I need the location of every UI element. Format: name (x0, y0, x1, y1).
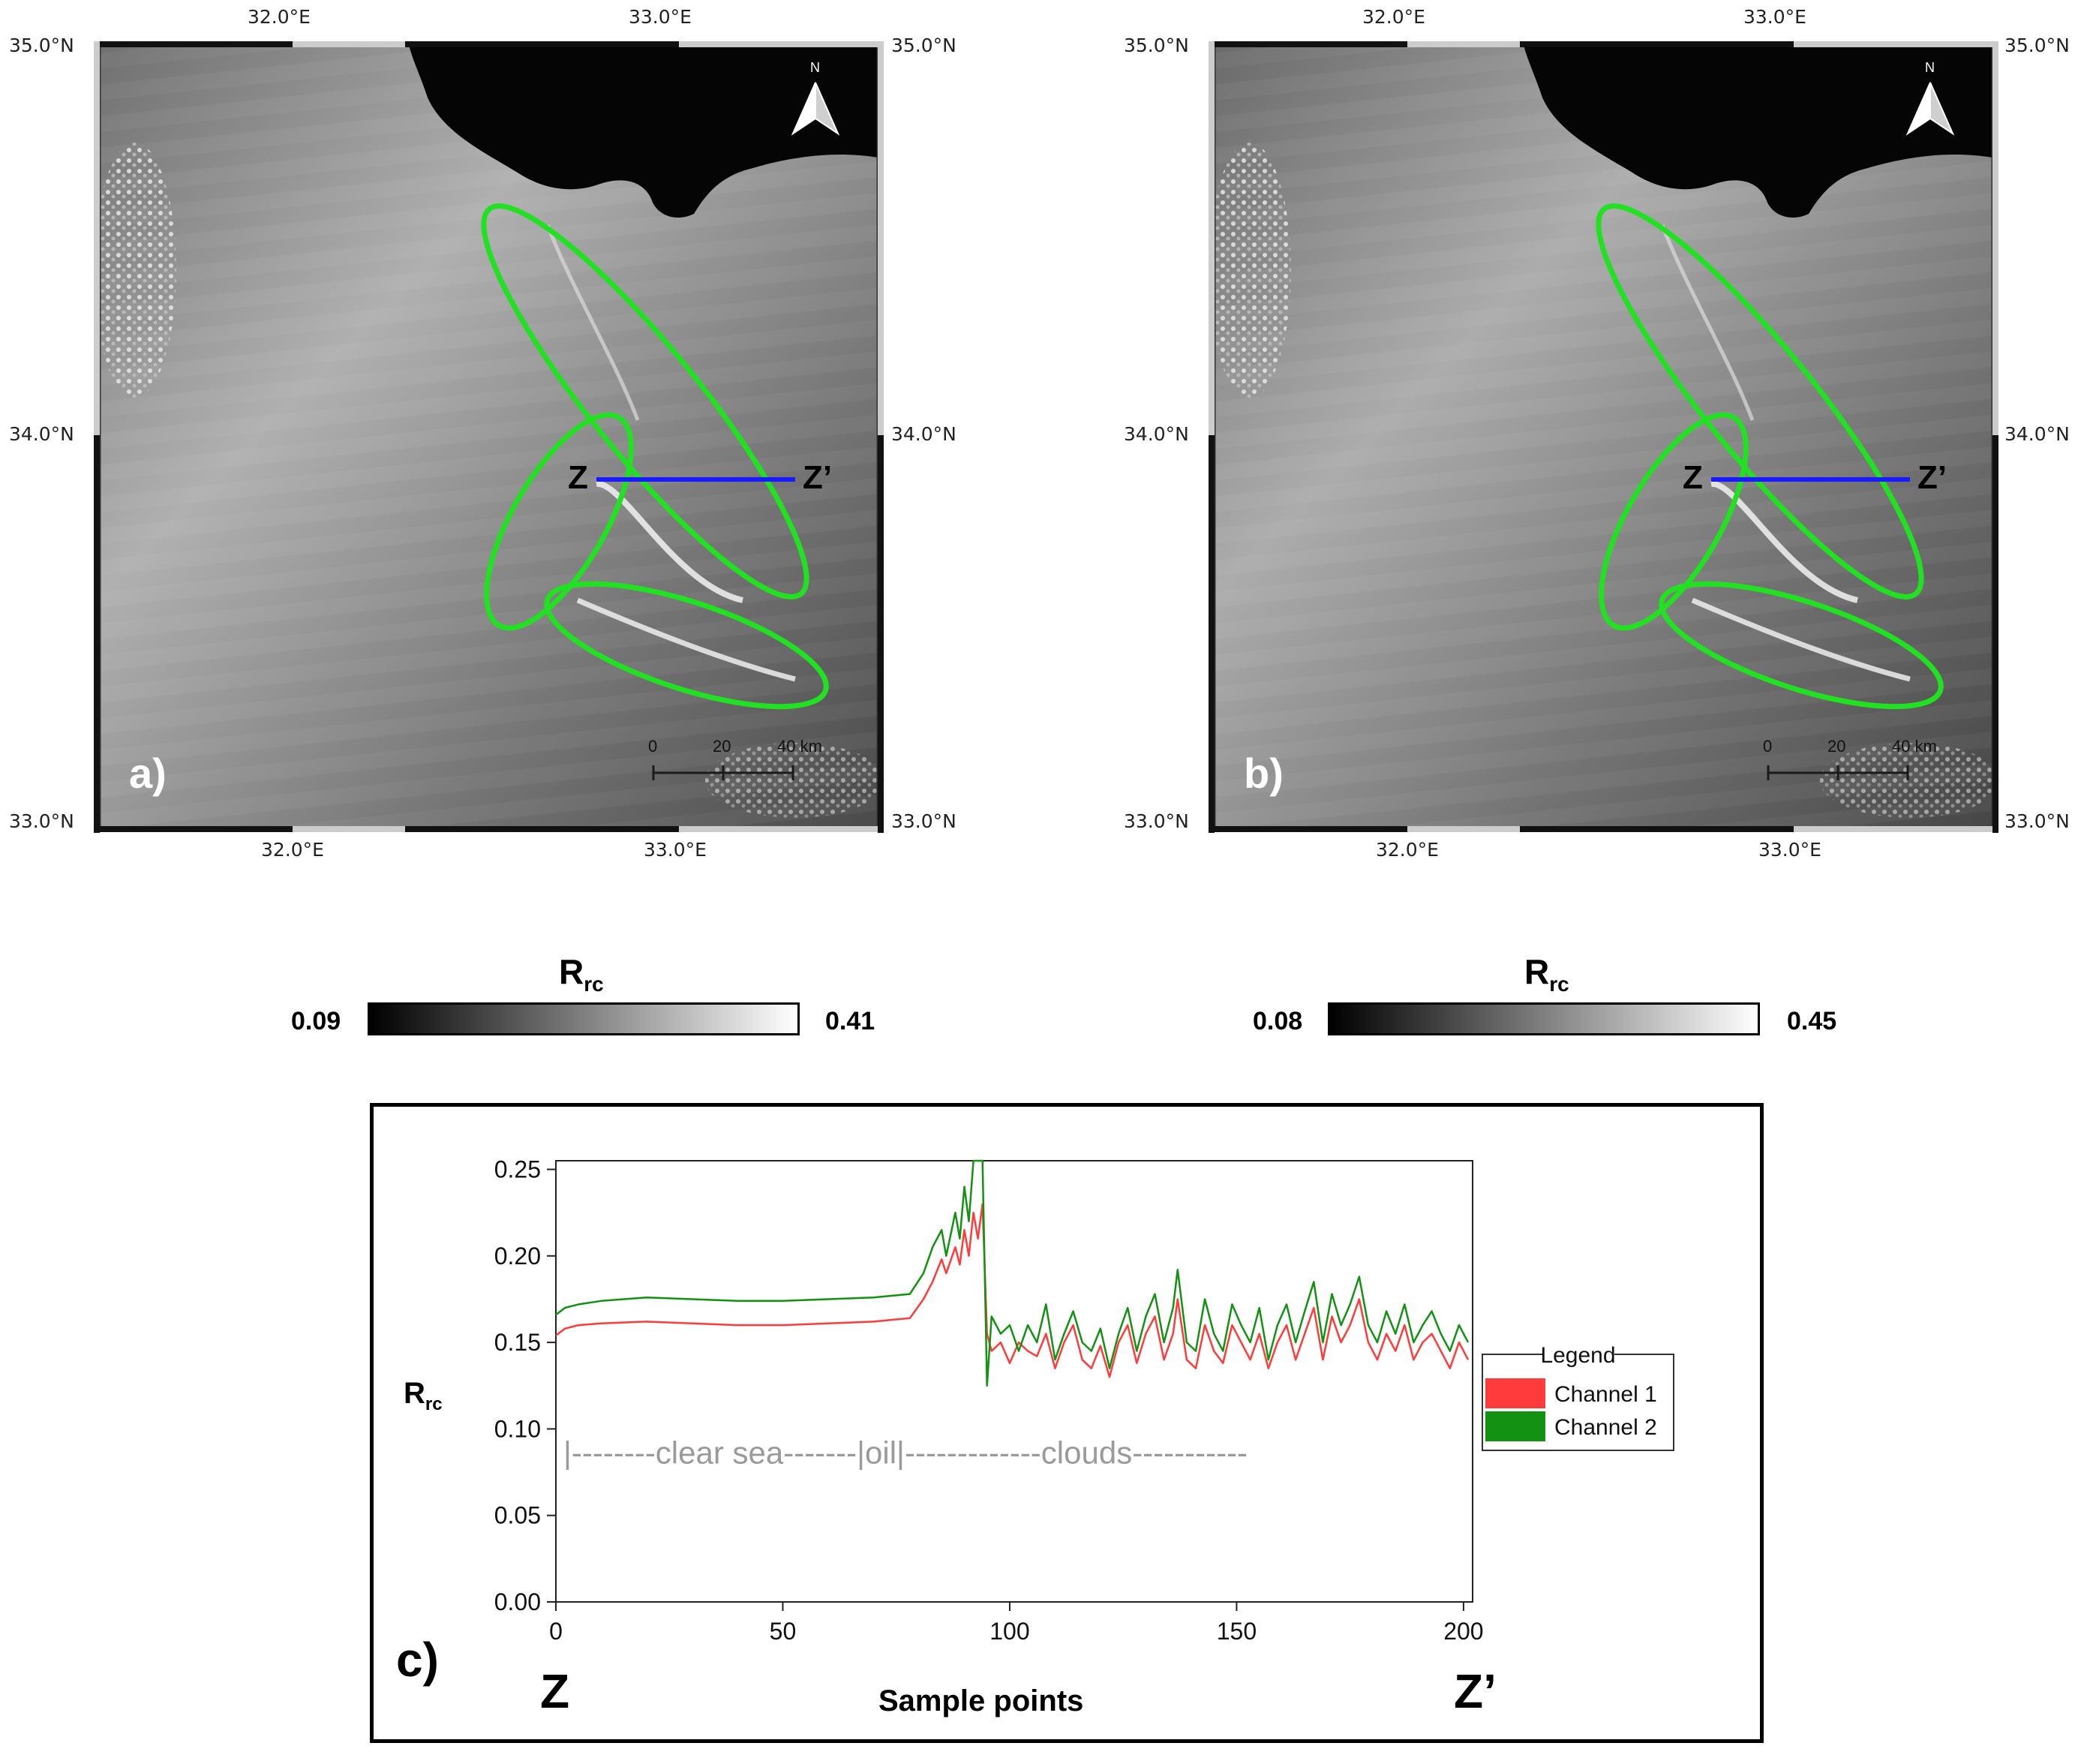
colorbar-title: Rrc (559, 952, 604, 996)
legend-swatch-channel-1 (1485, 1378, 1545, 1408)
lon-label-top-1: 32.0°E (1362, 6, 1425, 28)
scale-tick-20: 20 (713, 737, 731, 756)
x-end-label: Z’ (1454, 1664, 1497, 1718)
colorbar-gradient (368, 1002, 800, 1035)
x-tick-label: 0 (549, 1618, 563, 1645)
lat-label-left-1: 35.0°N (1124, 35, 1189, 56)
lon-label-bottom-2: 33.0°E (644, 839, 707, 861)
map-image-b (1209, 41, 2000, 833)
legend-swatch-channel-2 (1485, 1411, 1545, 1441)
panel-letter-c: c) (396, 1633, 439, 1687)
lon-label-bottom-2: 33.0°E (1758, 839, 1821, 861)
north-arrow (1905, 82, 1955, 136)
y-tick-label: 0.20 (494, 1243, 541, 1270)
region-annotation: |--------clear sea-------|oil|----------… (563, 1435, 1248, 1471)
oil-slick (596, 481, 743, 603)
colorbar-max: 0.45 (1787, 1007, 1837, 1035)
lon-label-top-1: 32.0°E (248, 6, 311, 28)
x-tick-label: 50 (770, 1618, 797, 1645)
legend-label-channel-1: Channel 1 (1554, 1382, 1657, 1407)
colorbar-title: Rrc (1524, 952, 1569, 996)
colorbar-min: 0.08 (1253, 1007, 1303, 1035)
oil-highlight-ellipses (481, 203, 829, 710)
panel-letter-b: b) (1244, 750, 1284, 797)
map-image-a (94, 41, 885, 833)
series-line-channel-1 (555, 1203, 1470, 1378)
x-axis-label: Sample points (878, 1684, 1084, 1717)
lon-label-bottom-1: 32.0°E (261, 839, 324, 861)
lat-label-left-3: 33.0°N (1124, 810, 1189, 832)
lat-label-right-3: 33.0°N (2004, 810, 2070, 832)
scale-tick-40: 40 km (1892, 737, 1937, 756)
lat-label-left-1: 35.0°N (9, 35, 74, 56)
north-label: N (810, 60, 820, 75)
lon-label-top-2: 33.0°E (1743, 6, 1806, 28)
profile-chart: 0.00 0.05 0.10 0.15 0.20 0.25 0 50 100 150 200 |---… (494, 1156, 1674, 1645)
oil-slick (1710, 481, 1858, 603)
scale-tick-0: 0 (648, 737, 658, 756)
panel-letter-a: a) (129, 750, 167, 797)
map-panel-b: 32.0°E 33.0°E 32.0°E 33.0°E 35.0°N 34.0°… (1115, 0, 2087, 870)
profile-end-label: Z’ (803, 459, 833, 496)
profile-end-label: Z’ (1917, 459, 1947, 496)
legend-title: Legend (1540, 1343, 1615, 1368)
scale-tick-20: 20 (1827, 737, 1846, 756)
y-tick-label: 0.15 (494, 1329, 541, 1356)
legend-label-channel-2: Channel 2 (1554, 1415, 1657, 1440)
y-tick-label: 0.10 (494, 1415, 541, 1442)
y-axis-label: Rrc (404, 1377, 443, 1414)
lat-label-left-2: 34.0°N (1124, 423, 1189, 445)
colorbar-min: 0.09 (291, 1007, 341, 1035)
lon-label-top-2: 33.0°E (629, 6, 692, 28)
x-tick-label: 100 (989, 1618, 1029, 1645)
lat-label-right-3: 33.0°N (891, 810, 956, 832)
scale-tick-40: 40 km (777, 737, 822, 756)
scale-bar (1767, 765, 1909, 780)
lat-label-left-3: 33.0°N (9, 810, 74, 832)
north-arrow (791, 82, 840, 136)
lat-label-right-2: 34.0°N (2004, 423, 2070, 445)
lon-label-bottom-1: 32.0°E (1376, 839, 1439, 861)
colorbar-max: 0.41 (825, 1007, 875, 1035)
profile-start-label: Z (568, 459, 588, 496)
profile-start-label: Z (1683, 459, 1703, 496)
y-tick-label: 0.25 (494, 1156, 541, 1183)
legend-title-bg (1544, 1341, 1614, 1366)
plot-area (555, 1160, 1473, 1603)
scale-bar (652, 765, 794, 780)
land-mass (1524, 45, 1992, 218)
scale-tick-0: 0 (1763, 737, 1773, 756)
north-label: N (1925, 60, 1935, 75)
lat-label-right-1: 35.0°N (891, 35, 956, 56)
map-panel-a: 32.0°E 33.0°E 32.0°E 33.0°E 35.0°N 34.0°… (0, 0, 998, 870)
y-tick-label: 0.05 (494, 1502, 541, 1529)
lat-label-right-1: 35.0°N (2004, 35, 2070, 56)
x-tick-label: 150 (1217, 1618, 1257, 1645)
oil-highlight-ellipses (1596, 203, 1944, 710)
lat-label-left-2: 34.0°N (9, 423, 74, 445)
colorbar-gradient (1328, 1002, 1760, 1035)
land-mass (409, 45, 878, 218)
cloud-patch (94, 143, 176, 398)
x-start-label: Z (540, 1664, 570, 1718)
lat-label-right-2: 34.0°N (891, 423, 956, 445)
profile-chart-panel: 0.00 0.05 0.10 0.15 0.20 0.25 0 50 100 150 200 |---… (370, 1103, 1764, 1743)
series-line-channel-2 (555, 1159, 1470, 1387)
x-tick-label: 200 (1443, 1618, 1483, 1645)
cloud-patch (1209, 143, 1291, 398)
y-tick-label: 0.00 (494, 1588, 541, 1615)
